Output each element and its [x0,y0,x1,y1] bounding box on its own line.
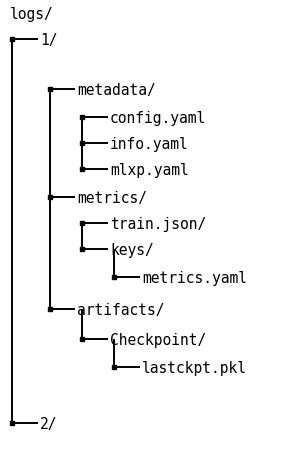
Text: lastckpt.pkl: lastckpt.pkl [142,360,247,375]
Text: info.yaml: info.yaml [110,136,189,151]
Text: mlxp.yaml: mlxp.yaml [110,162,189,177]
Text: metrics/: metrics/ [77,190,147,205]
Text: 2/: 2/ [40,415,58,431]
Text: artifacts/: artifacts/ [77,302,164,317]
Text: keys/: keys/ [110,242,154,257]
Text: config.yaml: config.yaml [110,110,206,125]
Text: 1/: 1/ [40,32,58,47]
Text: metrics.yaml: metrics.yaml [142,270,247,285]
Text: logs/: logs/ [10,6,54,22]
Text: metadata/: metadata/ [77,83,156,97]
Text: Checkpoint/: Checkpoint/ [110,332,206,347]
Text: train.json/: train.json/ [110,216,206,231]
